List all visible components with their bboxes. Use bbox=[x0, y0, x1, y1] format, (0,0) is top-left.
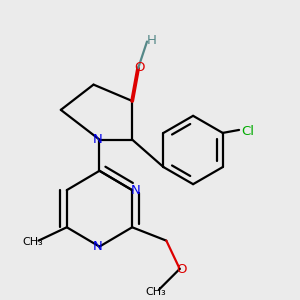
Text: O: O bbox=[134, 61, 145, 74]
Text: O: O bbox=[176, 263, 187, 276]
Text: N: N bbox=[93, 240, 103, 253]
Text: H: H bbox=[146, 34, 156, 46]
Text: N: N bbox=[93, 133, 103, 146]
Text: N: N bbox=[130, 184, 140, 196]
Text: CH₃: CH₃ bbox=[23, 237, 44, 247]
Text: CH₃: CH₃ bbox=[146, 287, 166, 297]
Text: Cl: Cl bbox=[241, 125, 254, 138]
